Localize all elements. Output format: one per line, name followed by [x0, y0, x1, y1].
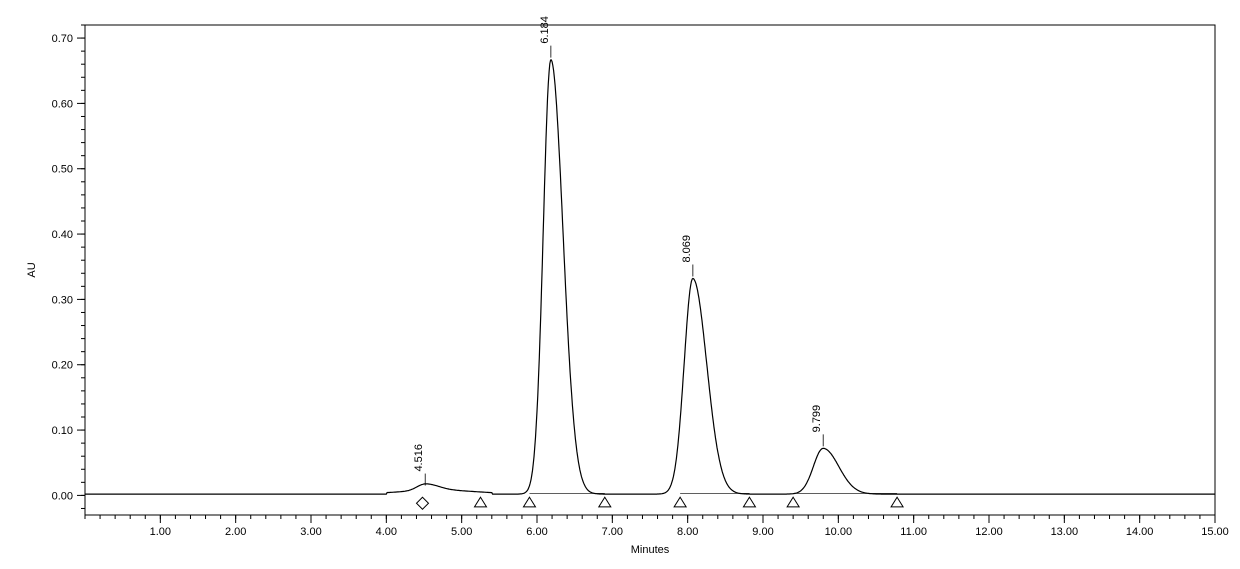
integration-triangle-marker	[891, 497, 903, 507]
x-tick-label: 1.00	[150, 526, 171, 538]
x-tick-label: 8.00	[677, 526, 698, 538]
x-axis-label: Minutes	[631, 544, 670, 556]
chart-svg: 0.00 0.10 0.20 0.30 0.40 0.50 0.60 0.70 1.00 2.00…	[0, 0, 1240, 569]
integration-triangle-marker	[475, 497, 487, 507]
x-tick-label: 15.00	[1201, 526, 1229, 538]
peak-label: 4.516	[413, 444, 425, 472]
peak-label: 9.799	[811, 405, 823, 433]
integration-diamond-marker	[416, 497, 428, 509]
y-axis-label: AU	[26, 262, 38, 277]
x-tick-label: 10.00	[825, 526, 853, 538]
y-tick-label: 0.10	[52, 425, 73, 437]
x-tick-label: 13.00	[1051, 526, 1079, 538]
x-tick-label: 12.00	[975, 526, 1003, 538]
integration-triangle-marker	[674, 497, 686, 507]
integration-triangle-marker	[523, 497, 535, 507]
y-tick-label: 0.30	[52, 294, 73, 306]
x-tick-label: 2.00	[225, 526, 246, 538]
x-tick-label: 7.00	[602, 526, 623, 538]
x-tick-label: 9.00	[752, 526, 773, 538]
y-tick-label: 0.60	[52, 98, 73, 110]
peak-label: 8.069	[681, 235, 693, 263]
y-tick-label: 0.50	[52, 164, 73, 176]
x-tick-label: 3.00	[300, 526, 321, 538]
x-tick-label: 5.00	[451, 526, 472, 538]
x-tick-label: 4.00	[376, 526, 397, 538]
y-tick-label: 0.40	[52, 229, 73, 241]
integration-triangle-marker	[787, 497, 799, 507]
x-tick-label: 14.00	[1126, 526, 1154, 538]
integration-triangle-marker	[599, 497, 611, 507]
peak-label: 6.184	[539, 16, 551, 44]
x-tick-label: 6.00	[526, 526, 547, 538]
y-tick-label: 0.70	[52, 33, 73, 45]
chromatogram-trace	[85, 60, 1215, 494]
x-tick-label: 11.00	[900, 526, 927, 538]
integration-triangle-marker	[743, 497, 755, 507]
chromatogram-chart: 0.00 0.10 0.20 0.30 0.40 0.50 0.60 0.70 1.00 2.00…	[0, 0, 1240, 569]
y-tick-label: 0.00	[52, 490, 73, 502]
y-tick-label: 0.20	[52, 360, 73, 372]
